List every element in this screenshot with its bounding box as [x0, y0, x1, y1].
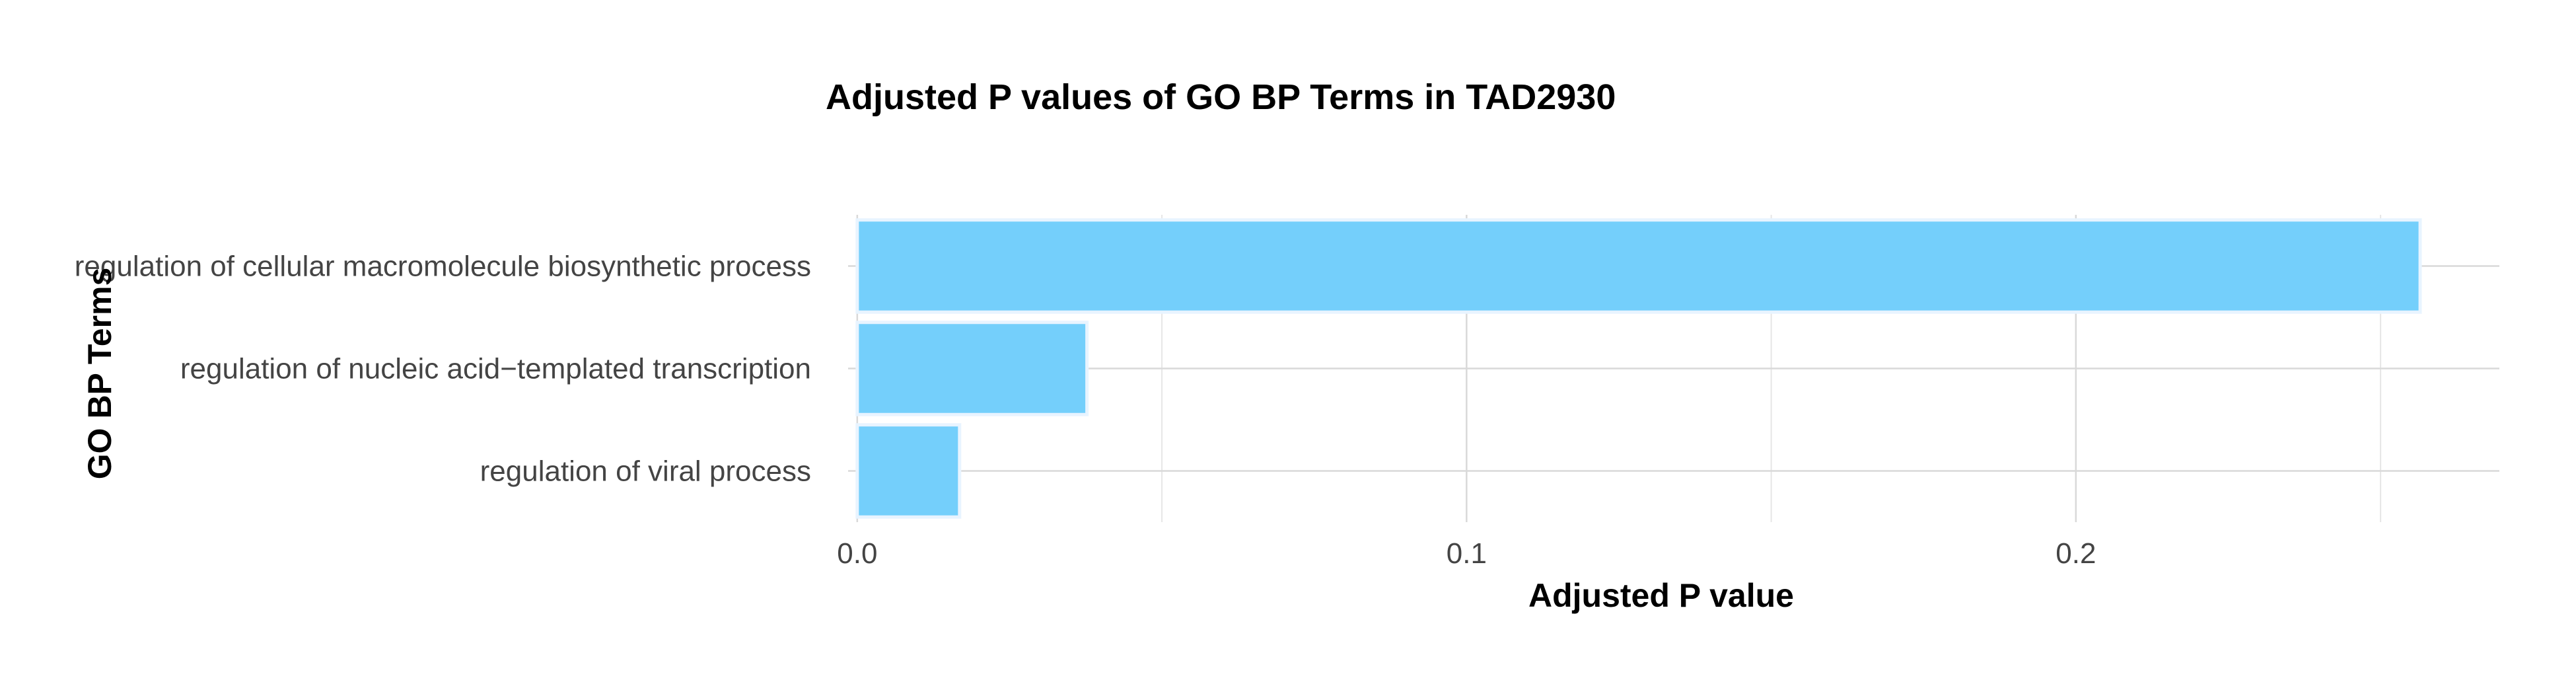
x-axis-title: Adjusted P value: [1528, 577, 1794, 614]
x-tick-label-1: 0.1: [1447, 537, 1487, 570]
bar-2: [855, 423, 962, 519]
category-label-2: regulation of viral process: [480, 455, 811, 488]
bars: [855, 218, 2422, 519]
bar-0: [855, 218, 2422, 314]
x-tick-label-2: 0.2: [2056, 537, 2096, 570]
chart-title: Adjusted P values of GO BP Terms in TAD2…: [826, 77, 1616, 117]
category-labels: regulation of cellular macromolecule bio…: [75, 251, 811, 488]
category-label-0: regulation of cellular macromolecule bio…: [75, 251, 811, 283]
x-tick-label-0: 0.0: [837, 537, 877, 570]
category-label-1: regulation of nucleic acid−templated tra…: [180, 353, 811, 385]
y-axis-title: GO BP Terms: [81, 268, 118, 479]
x-tick-labels: 0.0 0.1 0.2: [837, 537, 2096, 570]
bar-1: [855, 321, 1089, 416]
